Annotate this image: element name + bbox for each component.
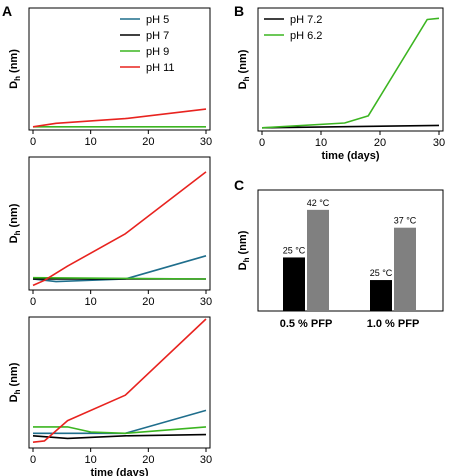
legend-label-b-0: pH 7.2: [290, 14, 322, 26]
x-tick-label-a1-2: 20: [142, 136, 154, 148]
plot-frame-b: [257, 7, 444, 132]
x-tick-label-a3-2: 20: [142, 454, 154, 466]
y-label-sub: h: [13, 230, 22, 235]
series-line-a3-ph-9: [33, 426, 207, 435]
x-tick-label-b-0: 0: [259, 137, 265, 149]
y-label-unit: (nm): [8, 49, 20, 76]
legend-label-a1-0: pH 5: [146, 14, 169, 26]
series-line-a3-ph-11: [32, 318, 207, 443]
series-line-a3-ph-7: [32, 433, 207, 440]
y-axis-label-a1: Dh (nm): [8, 49, 22, 89]
y-axis-label-text-a2: Dh (nm): [8, 203, 22, 243]
bar-0-1: [307, 209, 329, 311]
bar-0-0: [283, 257, 305, 311]
y-label-main: D: [8, 81, 20, 89]
bar-1-1: [394, 227, 416, 311]
x-tick-label-a3-0: 0: [30, 454, 36, 466]
plot-frame-a3: [28, 316, 211, 449]
x-tick-label-a2-1: 10: [85, 296, 97, 308]
x-tick-label-a3-3: 30: [200, 454, 212, 466]
bar-1-0: [370, 280, 392, 311]
x-tick-label-a1-3: 30: [200, 136, 212, 148]
series-line-a1-ph-11: [32, 108, 207, 128]
x-axis-label-a3: time (days): [90, 467, 148, 476]
bar-label-1-1: 37 °C: [394, 216, 417, 226]
x-tick-label-a3-1: 10: [85, 454, 97, 466]
y-axis-label-a2: Dh (nm): [8, 203, 22, 243]
legend-label-a1-2: pH 9: [146, 46, 169, 58]
plot-frame-a1: [28, 7, 211, 131]
charts-layer: Dh (nm) 0 10 20 30 pH 5 pH 7 pH 9 pH 11 Dh (nm) 0 1…: [8, 7, 445, 476]
y-label-sub: h: [13, 76, 22, 81]
panel-label-c: C: [234, 177, 244, 193]
x-tick-label-a2-2: 20: [142, 296, 154, 308]
legend-label-a1-3: pH 11: [146, 62, 175, 74]
y-label-sub: h: [242, 257, 251, 262]
y-label-unit: (nm): [237, 49, 249, 76]
y-axis-label-text-b: Dh (nm): [237, 49, 251, 89]
x-tick-label-a2-3: 30: [200, 296, 212, 308]
y-label-unit: (nm): [237, 230, 249, 257]
x-tick-label-b-3: 30: [433, 137, 445, 149]
y-axis-label-text-a3: Dh (nm): [8, 362, 22, 402]
plot-frame-c: [257, 189, 444, 312]
x-tick-label-a1-1: 10: [85, 136, 97, 148]
category-label-1: 1.0 % PFP: [367, 318, 420, 330]
bar-label-1-0: 25 °C: [370, 268, 393, 278]
bar-label-0-0: 25 °C: [283, 245, 306, 255]
series-line-a2-ph-9: [32, 276, 207, 280]
series-line-b-ph-7-2: [261, 124, 440, 129]
y-axis-label-b: Dh (nm): [237, 49, 251, 89]
x-tick-label-a1-0: 0: [30, 136, 36, 148]
y-label-sub: h: [242, 76, 251, 81]
legend-label-a1-1: pH 7: [146, 30, 169, 42]
y-axis-label-a3: Dh (nm): [8, 362, 22, 402]
y-label-sub: h: [13, 389, 22, 394]
y-label-unit: (nm): [8, 362, 20, 389]
series-line-a3-ph-5: [33, 409, 207, 435]
series-line-a2-ph-11: [32, 171, 207, 287]
series-line-b-ph-6-2: [261, 17, 440, 129]
plot-frame-a2: [28, 156, 211, 291]
y-axis-label-text-c: Dh (nm): [237, 230, 251, 270]
bar-label-0-1: 42 °C: [307, 198, 330, 208]
panel-label-b: B: [234, 3, 244, 19]
y-axis-label-c: Dh (nm): [237, 230, 251, 270]
panel-label-a: A: [2, 3, 12, 19]
legend-label-b-1: pH 6.2: [290, 30, 322, 42]
y-label-main: D: [8, 394, 20, 402]
x-axis-label-b: time (days): [321, 150, 379, 162]
y-label-unit: (nm): [8, 203, 20, 230]
y-label-main: D: [237, 81, 249, 89]
x-tick-label-a2-0: 0: [30, 296, 36, 308]
y-label-main: D: [8, 235, 20, 243]
y-label-main: D: [237, 262, 249, 270]
x-tick-label-b-2: 20: [374, 137, 386, 149]
x-tick-label-b-1: 10: [315, 137, 327, 149]
y-axis-label-text-a1: Dh (nm): [8, 49, 22, 89]
category-label-0: 0.5 % PFP: [280, 318, 333, 330]
